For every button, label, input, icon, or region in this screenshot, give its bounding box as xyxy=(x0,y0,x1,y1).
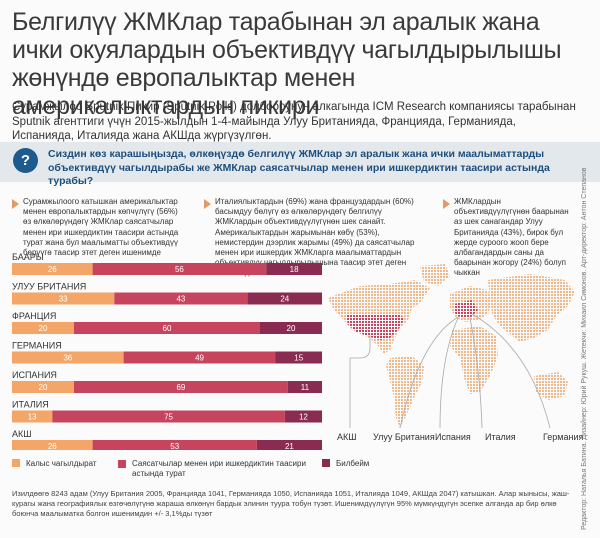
legend-item-3: Билбейм xyxy=(322,459,369,468)
bar-value-label: 53 xyxy=(170,442,179,450)
legend-label: Саясатчылар менен ири ишкердиктин таасир… xyxy=(132,459,306,478)
bar-segment xyxy=(12,322,74,334)
category-label: ГЕРМАНИЯ xyxy=(12,341,62,351)
map-label-germany: Германия xyxy=(543,432,584,442)
question-icon: ? xyxy=(13,148,38,173)
map-label-usa: АКШ xyxy=(337,432,357,442)
legend-label: Калыс чагылдырат xyxy=(26,459,97,468)
australia-shape xyxy=(534,372,568,400)
legend-swatch xyxy=(322,459,330,467)
category-label: ФРАНЦИЯ xyxy=(12,311,56,321)
legend-label: Билбейм xyxy=(336,459,370,468)
map-label-spain: Испания xyxy=(435,432,471,442)
category-label: ИСПАНИЯ xyxy=(12,370,57,380)
category-label: БААРЫ xyxy=(12,252,44,262)
map-label-italy: Италия xyxy=(485,432,516,442)
bar-segment xyxy=(52,410,285,423)
category-label: УЛУУ БРИТАНИЯ xyxy=(12,282,86,292)
bar-value-label: 24 xyxy=(280,295,289,304)
bar-value-label: 20 xyxy=(39,383,48,392)
greenland-shape xyxy=(420,264,450,286)
bar-value-label: 18 xyxy=(290,265,299,274)
bar-segment xyxy=(287,381,322,393)
bar-value-label: 11 xyxy=(301,383,310,392)
question-banner xyxy=(0,142,600,182)
note-3-text: ЖМКлардын объективдүүлүгүнөн баарынан аз… xyxy=(454,197,569,278)
bar-segment xyxy=(275,351,322,364)
bar-value-label: 43 xyxy=(176,295,185,304)
stacked-bar-chart: БААРЫ 26 56 18 УЛУУ БРИТАНИЯ 33 43 24 ФРАНЦИЯ 20 6… xyxy=(12,252,322,450)
credits: Редактор: Наталья Батина. Дизайнер: Юрий… xyxy=(581,167,588,530)
methodology-note: Изилдөөгө 8243 адам (Улуу Британия 2005,… xyxy=(12,489,570,518)
arrow-icon xyxy=(443,199,450,209)
bar-value-label: 20 xyxy=(39,324,48,333)
category-label: АКШ xyxy=(12,429,32,439)
bar-segment xyxy=(92,440,257,450)
south-america-shape xyxy=(386,356,424,428)
asia-shape xyxy=(488,274,575,342)
note-3: ЖМКлардын объективдүүлүгүнөн баарынан аз… xyxy=(443,197,578,279)
usa-shape xyxy=(346,314,404,340)
bar-segment xyxy=(284,410,322,423)
legend-item-1: Калыс чагылдырат xyxy=(12,459,97,468)
bar-value-label: 69 xyxy=(176,383,185,392)
bar-segment xyxy=(12,263,93,275)
africa-shape xyxy=(450,326,498,394)
note-1-text: Сурамжылоого катышкан америкалыктар мене… xyxy=(23,197,179,258)
western-europe-shape xyxy=(454,300,478,318)
bar-value-label: 75 xyxy=(164,413,173,422)
arrow-icon xyxy=(204,199,211,209)
bar-segment xyxy=(12,351,124,364)
bar-value-label: 60 xyxy=(163,324,172,333)
legend-item-2: Саясатчылар менен ири ишкердиктин таасир… xyxy=(118,459,308,479)
bar-value-label: 49 xyxy=(195,354,204,363)
note-1: Сурамжылоого катышкан америкалыктар мене… xyxy=(12,197,180,258)
bar-value-label: 15 xyxy=(294,354,303,363)
world-map xyxy=(328,264,575,429)
survey-description: Сурамжылоо Sputnik.Пикир (Sputnik.Polls)… xyxy=(12,101,576,142)
bar-value-label: 56 xyxy=(175,265,184,274)
bar-value-label: 13 xyxy=(28,413,37,422)
page-title: Белгилүү ЖМКлар тарабынан эл аралык жана… xyxy=(12,8,562,120)
bar-value-label: 36 xyxy=(63,354,72,363)
map-connectors xyxy=(349,313,551,429)
bar-segment xyxy=(74,322,260,334)
legend-swatch xyxy=(12,459,20,467)
bar-segment xyxy=(247,292,322,305)
bar-value-label: 21 xyxy=(285,442,294,450)
bar-value-label: 33 xyxy=(59,295,68,304)
bar-segment xyxy=(74,381,288,393)
bar-segment xyxy=(114,292,248,305)
bar-segment xyxy=(256,440,322,450)
bar-value-label: 26 xyxy=(48,265,57,274)
question-text: Сиздин көз карашыңызда, өлкөңүздө белгил… xyxy=(48,148,550,187)
bar-segment xyxy=(266,263,322,275)
bar-segment xyxy=(12,440,93,450)
bar-segment xyxy=(12,410,53,423)
bar-value-label: 20 xyxy=(287,324,296,333)
bar-segment xyxy=(123,351,276,364)
category-label: ИТАЛИЯ xyxy=(12,400,49,410)
bar-value-label: 26 xyxy=(48,442,57,450)
bar-value-label: 12 xyxy=(299,413,308,422)
arrow-icon xyxy=(12,199,19,209)
map-label-uk: Улуу Британия xyxy=(373,432,435,442)
legend-swatch xyxy=(118,460,126,468)
bar-segment xyxy=(260,322,322,334)
bar-segment xyxy=(92,263,267,275)
bar-segment xyxy=(12,381,74,393)
bar-segment xyxy=(12,292,115,305)
